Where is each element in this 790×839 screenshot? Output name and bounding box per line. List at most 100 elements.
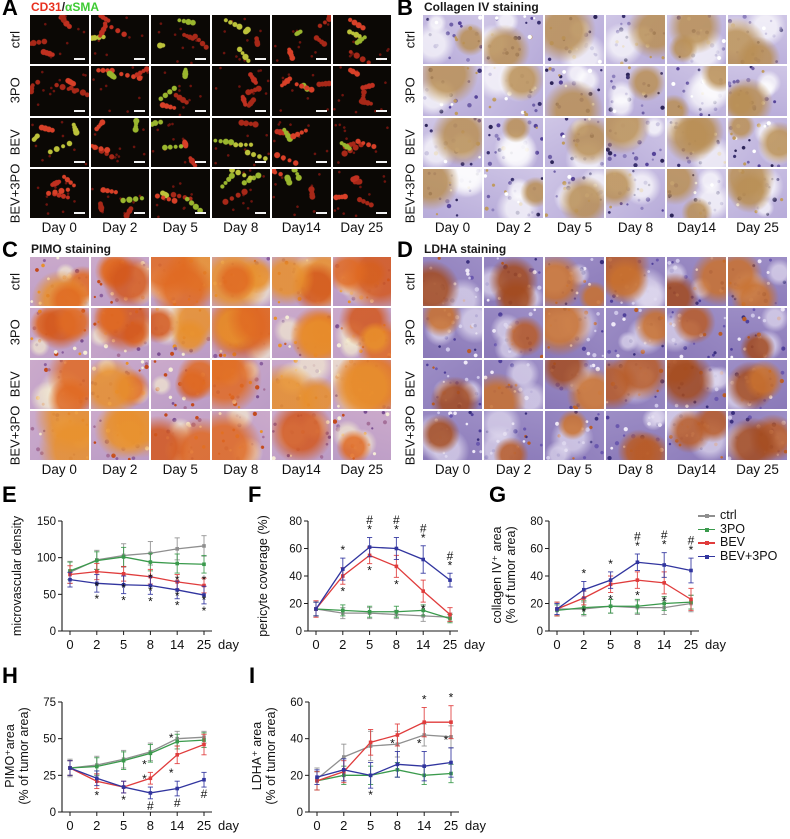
- day-label: Day 25: [736, 220, 779, 235]
- micrograph-3PO-day0: [30, 66, 89, 116]
- scale-bar: [315, 109, 327, 112]
- x-tick-label: 14: [170, 818, 184, 833]
- micrograph-3PO-day14: [667, 308, 726, 358]
- significance-mark: #: [634, 530, 641, 544]
- x-tick-label: 14: [417, 818, 431, 833]
- micrograph-ctrl-day25: [332, 15, 391, 65]
- micrograph-3PO-day2: [90, 66, 149, 116]
- x-tick-label: 0: [66, 818, 73, 833]
- legend-item-bev: BEV: [698, 535, 777, 550]
- micrograph-ctrl-day8: [211, 15, 270, 65]
- row-label-ctrl: ctrl: [402, 272, 418, 291]
- row-label-bev: BEV: [402, 371, 418, 398]
- significance-mark: *: [340, 584, 345, 598]
- micrograph-BEV-day5: [545, 117, 604, 167]
- chart-h-pimo-area: H PIMO⁺area (% of tumor area) 0 25 50 75 0 2 5 8…: [0, 663, 246, 839]
- chart-e-microvascular-density: E microvascular density 0 50 100 150 0 2 5 8 14 2…: [0, 482, 246, 665]
- micrograph-BEV+3PO-day25: [728, 168, 787, 218]
- panel-letter: B: [397, 0, 413, 20]
- micrograph-ctrl-day2: [90, 257, 149, 307]
- scale-bar: [255, 160, 266, 163]
- micrograph-BEV-day0: [423, 359, 482, 409]
- micrograph-BEV+3PO-day0: [423, 168, 482, 218]
- series-bev-3po: [554, 552, 694, 615]
- panel-header-segment: αSMA: [65, 0, 100, 14]
- significance-mark: *: [94, 789, 99, 803]
- scale-bar: [376, 160, 387, 163]
- legend-marker: [698, 554, 715, 559]
- y-tick-label: 50: [43, 589, 56, 601]
- day-label: Day 25: [340, 462, 384, 477]
- micrograph-ctrl-day0: [423, 15, 482, 65]
- micrograph-ctrl-day2: [484, 15, 543, 65]
- x-tick-label: 5: [366, 637, 373, 652]
- y-tick-label: 20: [289, 599, 302, 611]
- day-label: Day14: [281, 220, 321, 235]
- significance-mark: #: [420, 521, 427, 535]
- x-tick-label: 8: [147, 818, 154, 833]
- micrograph-BEV-day8: [606, 359, 665, 409]
- panel-header-segment: LDHA staining: [424, 242, 507, 256]
- significance-mark: *: [635, 539, 640, 553]
- micrograph-BEV+3PO-day2: [90, 410, 149, 460]
- legend-marker: [698, 527, 715, 532]
- micrograph-BEV+3PO-day2: [90, 168, 149, 218]
- x-tick-label: 25: [444, 818, 458, 833]
- series-bev-3po: [67, 760, 207, 800]
- scale-bar: [255, 212, 266, 214]
- significance-mark: *: [340, 543, 345, 557]
- y-tick-label: 80: [289, 516, 302, 528]
- micrograph-grid: [30, 15, 391, 218]
- y-axis-label-line: pericyte coverage (%): [256, 514, 270, 637]
- day-label: Day 5: [162, 220, 198, 235]
- x-tick-label: 25: [684, 637, 698, 652]
- micrograph-3PO-day5: [545, 66, 604, 116]
- micrograph-BEV-day5: [151, 117, 210, 167]
- scale-bar: [315, 58, 327, 61]
- y-tick-label: 0: [297, 807, 303, 819]
- micrograph-ctrl-day25: [728, 257, 787, 307]
- micrograph-BEV-day8: [211, 117, 270, 167]
- x-tick-label: 2: [93, 637, 100, 652]
- micrograph-3PO-day14: [272, 66, 331, 116]
- legend-item-ctrl: ctrl: [698, 508, 777, 523]
- scale-bar: [194, 212, 206, 214]
- micrograph-BEV+3PO-day8: [211, 168, 270, 218]
- x-tick-label: 8: [393, 637, 400, 652]
- significance-mark: #: [174, 796, 181, 810]
- micrograph-BEV-day14: [667, 359, 726, 409]
- x-tick-label: 25: [197, 818, 211, 833]
- series-3po: [67, 732, 207, 776]
- panel-header: PIMO staining: [31, 242, 111, 256]
- micrograph-3PO-day2: [484, 308, 543, 358]
- micrograph-ctrl-day5: [545, 257, 604, 307]
- y-tick-label: 0: [50, 807, 56, 819]
- significance-mark: *: [169, 766, 174, 780]
- micrograph-ctrl-day2: [90, 15, 149, 65]
- micrograph-3PO-day2: [484, 66, 543, 116]
- day-labels: Day 0 Day 2 Day 5 Day 8 Day14 Day 25: [30, 462, 391, 477]
- day-labels: Day 0 Day 2 Day 5 Day 8 Day14 Day 25: [423, 220, 787, 235]
- significance-mark: *: [662, 594, 667, 608]
- micrograph-BEV-day14: [667, 117, 726, 167]
- legend-marker: [698, 540, 715, 546]
- series-bev: [67, 563, 207, 594]
- panel-b-collagen-iv: B Collagen IV staining ctrl 3PO BEV BEV+3PO…: [395, 0, 790, 242]
- panel-letter: C: [2, 237, 18, 262]
- significance-mark: *: [148, 594, 153, 608]
- significance-mark: *: [367, 523, 372, 537]
- x-tick-label: 14: [170, 637, 184, 652]
- micrograph-BEV-day0: [423, 117, 482, 167]
- significance-mark: *: [635, 588, 640, 602]
- y-axis-label-line: LDHA⁺ area: [250, 721, 264, 791]
- y-tick-label: 75: [43, 697, 56, 709]
- day-label: Day 5: [556, 462, 593, 477]
- scale-bar: [194, 58, 206, 61]
- y-tick-label: 0: [50, 626, 56, 638]
- panel-letter: E: [2, 482, 17, 507]
- micrograph-BEV+3PO-day5: [545, 168, 604, 218]
- day-label: Day 0: [434, 462, 471, 477]
- micrograph-3PO-day0: [423, 308, 482, 358]
- series-bev-3po: [67, 571, 207, 605]
